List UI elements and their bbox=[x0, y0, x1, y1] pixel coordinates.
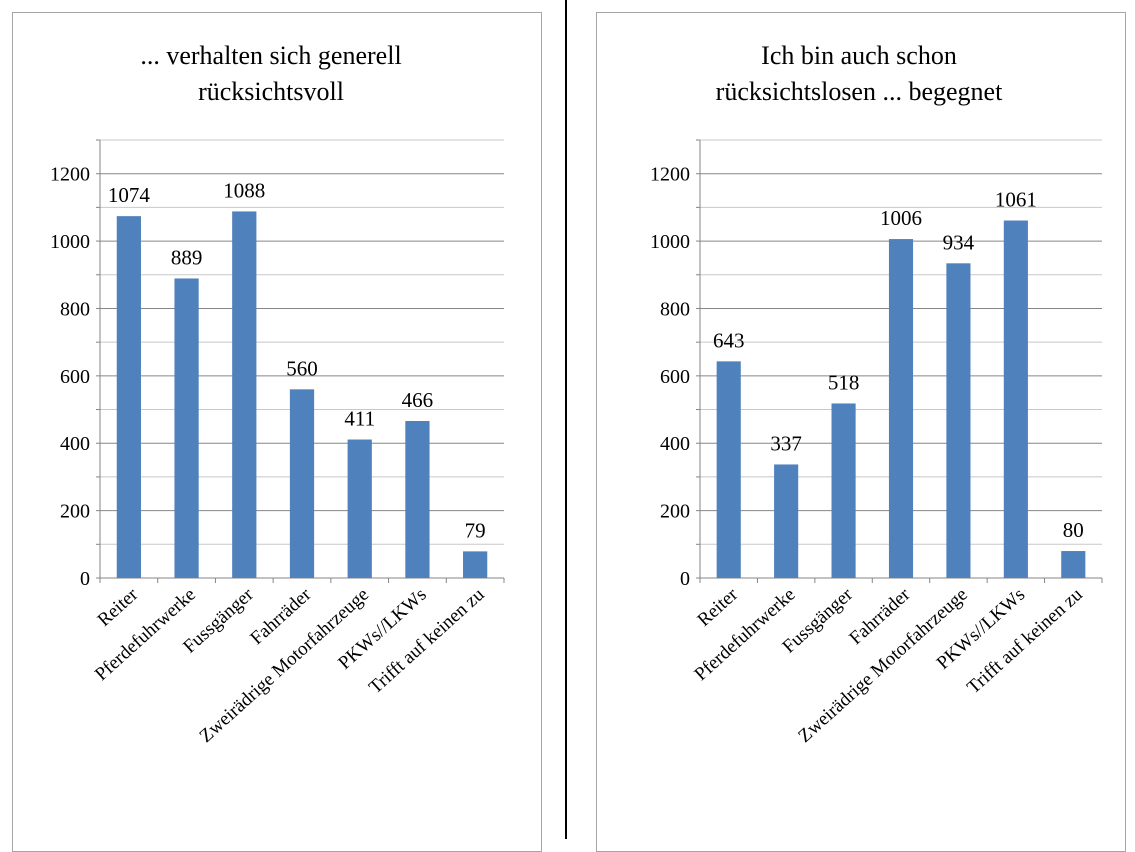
y-tick-label: 1000 bbox=[50, 231, 90, 253]
y-tick-label: 200 bbox=[660, 501, 690, 523]
chart-panel-right: Ich bin auch schon rücksichtslosen ... b… bbox=[596, 0, 1128, 852]
bar bbox=[716, 361, 741, 578]
y-tick-label: 600 bbox=[60, 366, 90, 388]
data-label: 466 bbox=[402, 388, 434, 412]
chart-panel-left: ... verhalten sich generell rücksichtsvo… bbox=[12, 0, 544, 852]
category-label: Pferdefuhrwerke bbox=[91, 584, 200, 685]
bar bbox=[1061, 551, 1086, 578]
bar bbox=[232, 211, 257, 579]
y-tick-label: 1000 bbox=[650, 231, 690, 253]
bar-chart-svg: ... verhalten sich generell rücksichtsvo… bbox=[50, 41, 505, 747]
y-tick-label: 400 bbox=[60, 433, 90, 455]
data-label: 337 bbox=[770, 431, 802, 455]
data-label: 80 bbox=[1063, 518, 1084, 542]
data-label: 411 bbox=[344, 407, 375, 431]
chart-title-line-1: Ich bin auch schon bbox=[761, 41, 957, 70]
y-tick-label: 200 bbox=[60, 501, 90, 523]
category-label: Reiter bbox=[94, 584, 143, 631]
data-label: 518 bbox=[828, 370, 860, 394]
bar bbox=[174, 278, 199, 578]
y-tick-label: 400 bbox=[660, 433, 690, 455]
y-tick-label: 1200 bbox=[650, 164, 690, 186]
data-label: 1061 bbox=[995, 188, 1037, 212]
bar-chart-svg: Ich bin auch schon rücksichtslosen ... b… bbox=[650, 41, 1103, 747]
bar bbox=[888, 239, 914, 578]
bar bbox=[347, 439, 372, 578]
bar bbox=[289, 389, 315, 578]
data-label: 934 bbox=[943, 230, 975, 254]
chart-title-line-2: rücksichtslosen ... begegnet bbox=[716, 77, 1003, 106]
y-tick-label: 0 bbox=[680, 568, 690, 590]
bar bbox=[116, 216, 141, 578]
chart-title-line-1: ... verhalten sich generell bbox=[140, 41, 401, 70]
bar bbox=[831, 403, 856, 578]
panel-divider bbox=[565, 0, 567, 839]
y-tick-label: 0 bbox=[80, 568, 90, 590]
chart-title-line-2: rücksichtsvoll bbox=[198, 77, 344, 106]
y-tick-label: 800 bbox=[60, 298, 90, 320]
data-label: 643 bbox=[713, 328, 745, 352]
bar bbox=[946, 263, 971, 578]
y-tick-label: 1200 bbox=[50, 164, 90, 186]
data-label: 79 bbox=[465, 518, 486, 542]
data-label: 560 bbox=[286, 356, 318, 380]
bar bbox=[774, 464, 799, 578]
category-label: Reiter bbox=[693, 584, 742, 631]
data-label: 889 bbox=[171, 245, 203, 269]
data-label: 1006 bbox=[880, 206, 922, 230]
category-label: Pferdefuhrwerke bbox=[691, 584, 800, 685]
bar bbox=[405, 420, 430, 578]
data-label: 1088 bbox=[223, 178, 265, 202]
y-tick-label: 600 bbox=[660, 366, 690, 388]
bar bbox=[463, 551, 488, 578]
bar bbox=[1003, 220, 1028, 579]
y-tick-label: 800 bbox=[660, 298, 690, 320]
data-label: 1074 bbox=[108, 183, 151, 207]
